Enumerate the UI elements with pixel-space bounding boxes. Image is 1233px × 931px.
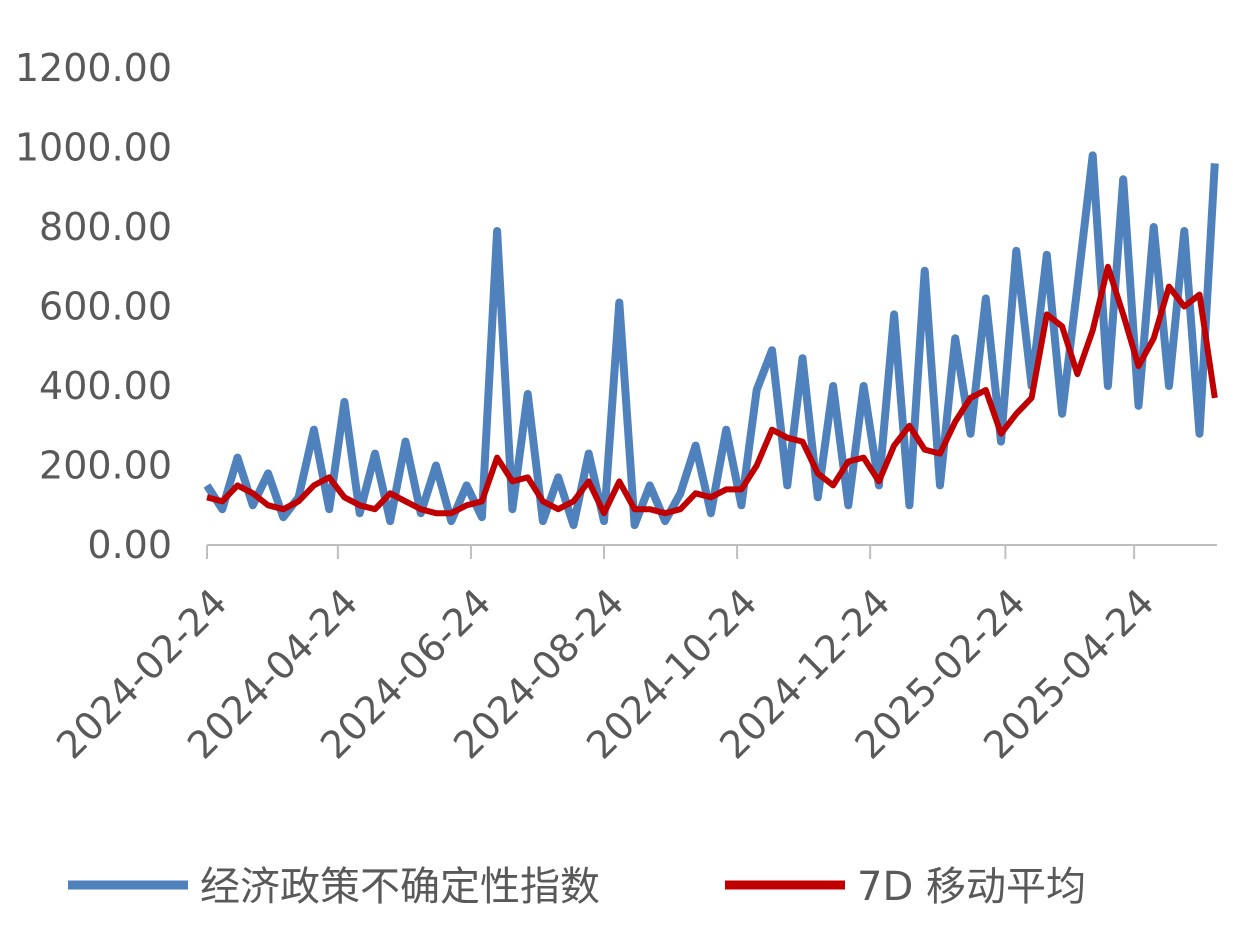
y-tick-label: 1000.00 — [15, 126, 172, 170]
y-tick-label: 600.00 — [39, 285, 172, 329]
y-tick-label: 200.00 — [39, 444, 172, 488]
series-line — [203, 151, 1219, 530]
y-tick-label: 400.00 — [39, 364, 172, 408]
series-line — [206, 263, 1218, 517]
legend-label: 经济政策不确定性指数 — [200, 864, 600, 910]
y-tick-label: 1200.00 — [15, 46, 172, 90]
y-tick-label: 0.00 — [87, 523, 172, 567]
y-tick-label: 800.00 — [39, 205, 172, 249]
legend-label: 7D 移动平均 — [857, 864, 1086, 910]
